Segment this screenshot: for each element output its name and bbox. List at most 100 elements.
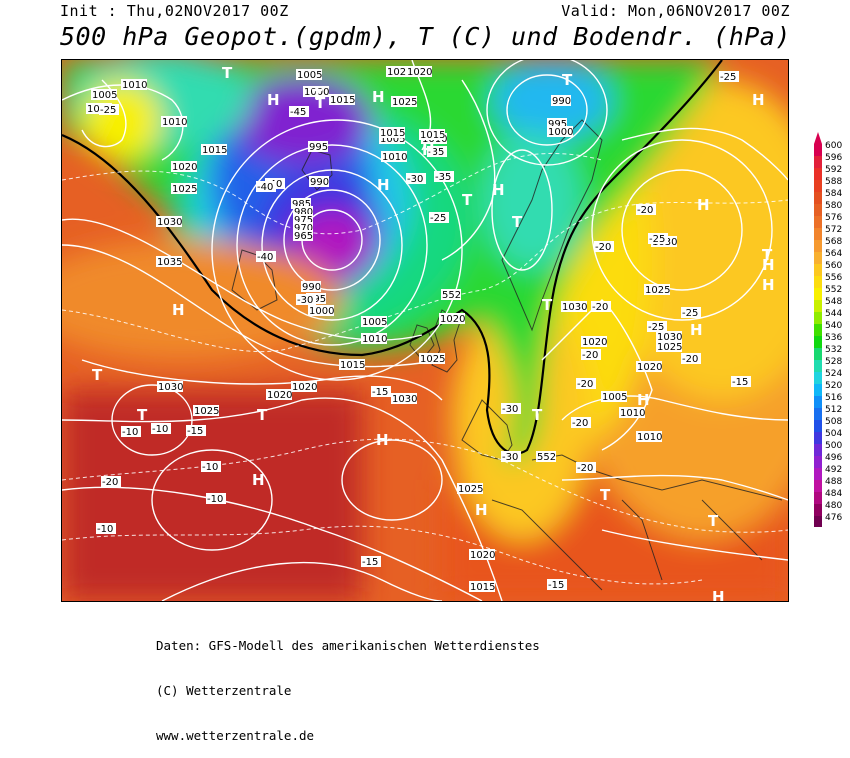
isobar-label: 1025 <box>387 67 412 78</box>
legend-value: 492 <box>825 465 842 475</box>
high-pressure-marker: H <box>422 141 435 159</box>
isobar-label: 1005 <box>362 317 387 328</box>
isobar-label-bg <box>551 95 571 106</box>
isobar-label: 1005 <box>92 90 117 101</box>
legend-value: 512 <box>825 405 842 415</box>
isobar-label-bg <box>293 230 313 241</box>
isobar-label-bg <box>441 289 461 300</box>
legend-swatch <box>814 324 822 336</box>
isobar-label-bg <box>308 141 328 152</box>
isobar-label: 1015 <box>202 145 227 156</box>
temp-label-bg <box>591 301 611 312</box>
isobar-label-bg <box>656 341 682 352</box>
isobar-label-bg <box>419 129 445 140</box>
low-pressure-marker: T <box>257 406 268 424</box>
temp-label-bg <box>647 321 667 332</box>
isobar-label: 1020 <box>407 67 432 78</box>
temp-label: -30 <box>297 295 313 306</box>
isobar-label: 1025 <box>645 285 670 296</box>
low-pressure-marker: T <box>137 406 148 424</box>
legend-value: 592 <box>825 165 842 175</box>
high-pressure-marker: H <box>697 196 710 214</box>
isobar-label-bg <box>457 483 483 494</box>
temp-label: -25 <box>100 105 116 116</box>
isobar-label-bg <box>121 79 147 90</box>
temp-label-bg <box>361 556 381 567</box>
isobar-label: 1020 <box>637 362 662 373</box>
temp-label-bg <box>101 476 121 487</box>
temp-label-bg <box>681 307 701 318</box>
isobar-label-bg <box>339 359 365 370</box>
temp-label: -10 <box>122 427 138 438</box>
isobar-label-bg <box>379 127 405 138</box>
isobar-label: 995 <box>307 294 326 305</box>
isobar-label-bg <box>469 581 495 592</box>
isobar-label-bg <box>156 216 182 227</box>
map-labels: 1010100510001010102010251015103010351005… <box>86 64 775 601</box>
isobar-label: 1025 <box>420 354 445 365</box>
temp-label-bg <box>719 71 739 82</box>
isobar-label-bg <box>161 116 187 127</box>
isobar-label: 970 <box>294 223 313 234</box>
legend-value: 584 <box>825 189 842 199</box>
temp-label-bg <box>296 294 316 305</box>
temp-label: -20 <box>582 350 598 361</box>
isobar-label: 975 <box>294 215 313 226</box>
isobar-label: 1030 <box>657 332 682 343</box>
high-pressure-marker: H <box>267 91 280 109</box>
legend-swatch <box>814 228 822 240</box>
temp-label: -15 <box>362 557 378 568</box>
footer-copyright: (C) Wetterzentrale <box>156 683 292 698</box>
legend-value: 500 <box>825 441 842 451</box>
temp-label-bg <box>256 181 276 192</box>
legend-swatch <box>814 372 822 384</box>
isobar-label-bg <box>291 198 311 209</box>
isobar-label: 965 <box>294 231 313 242</box>
isobar-label: 1010 <box>620 408 645 419</box>
isobar-label-bg <box>293 206 313 217</box>
legend-value: 536 <box>825 333 842 343</box>
high-pressure-marker: H <box>172 301 185 319</box>
temp-label: -15 <box>372 387 388 398</box>
legend-swatch <box>814 492 822 504</box>
isobar-label-bg <box>303 86 329 97</box>
isobar-label-bg <box>156 256 182 267</box>
temp-label: -10 <box>207 494 223 505</box>
temp-label-bg <box>406 173 426 184</box>
temp-label: -10 <box>97 524 113 535</box>
temp-label-bg <box>576 378 596 389</box>
isobar-label: 990 <box>310 177 329 188</box>
temp-label: -20 <box>592 302 608 313</box>
legend-value: 572 <box>825 225 842 235</box>
high-pressure-marker: H <box>752 91 765 109</box>
high-pressure-marker: H <box>376 431 389 449</box>
isobar-label-bg <box>308 305 334 316</box>
legend-swatch <box>814 192 822 204</box>
high-pressure-marker: H <box>690 321 703 339</box>
low-pressure-marker: T <box>312 86 323 104</box>
temp-label-bg <box>427 146 447 157</box>
legend-swatch <box>814 156 822 168</box>
isobar-label: 1010 <box>382 152 407 163</box>
isobar-label-bg <box>636 431 662 442</box>
legend-swatch <box>814 480 822 492</box>
isobar-label: 1010 <box>122 80 147 91</box>
legend-value: 560 <box>825 261 842 271</box>
temp-label-bg <box>206 493 226 504</box>
temp-label: -40 <box>257 252 273 263</box>
isobar-label-bg <box>547 118 567 129</box>
legend-value: 540 <box>825 321 842 331</box>
temp-label: -15 <box>187 426 203 437</box>
legend-value: 528 <box>825 357 842 367</box>
temp-label-bg <box>429 212 449 223</box>
isobar-label: 980 <box>294 207 313 218</box>
isobar-label-bg <box>171 161 197 172</box>
legend-value: 580 <box>825 201 842 211</box>
low-pressure-marker: T <box>600 486 611 504</box>
high-pressure-marker: H <box>637 391 650 409</box>
temp-label-bg <box>99 104 119 115</box>
legend-swatch <box>814 216 822 228</box>
isobar-label: 1025 <box>194 406 219 417</box>
legend-swatch <box>814 516 822 527</box>
high-pressure-marker: H <box>372 88 385 106</box>
